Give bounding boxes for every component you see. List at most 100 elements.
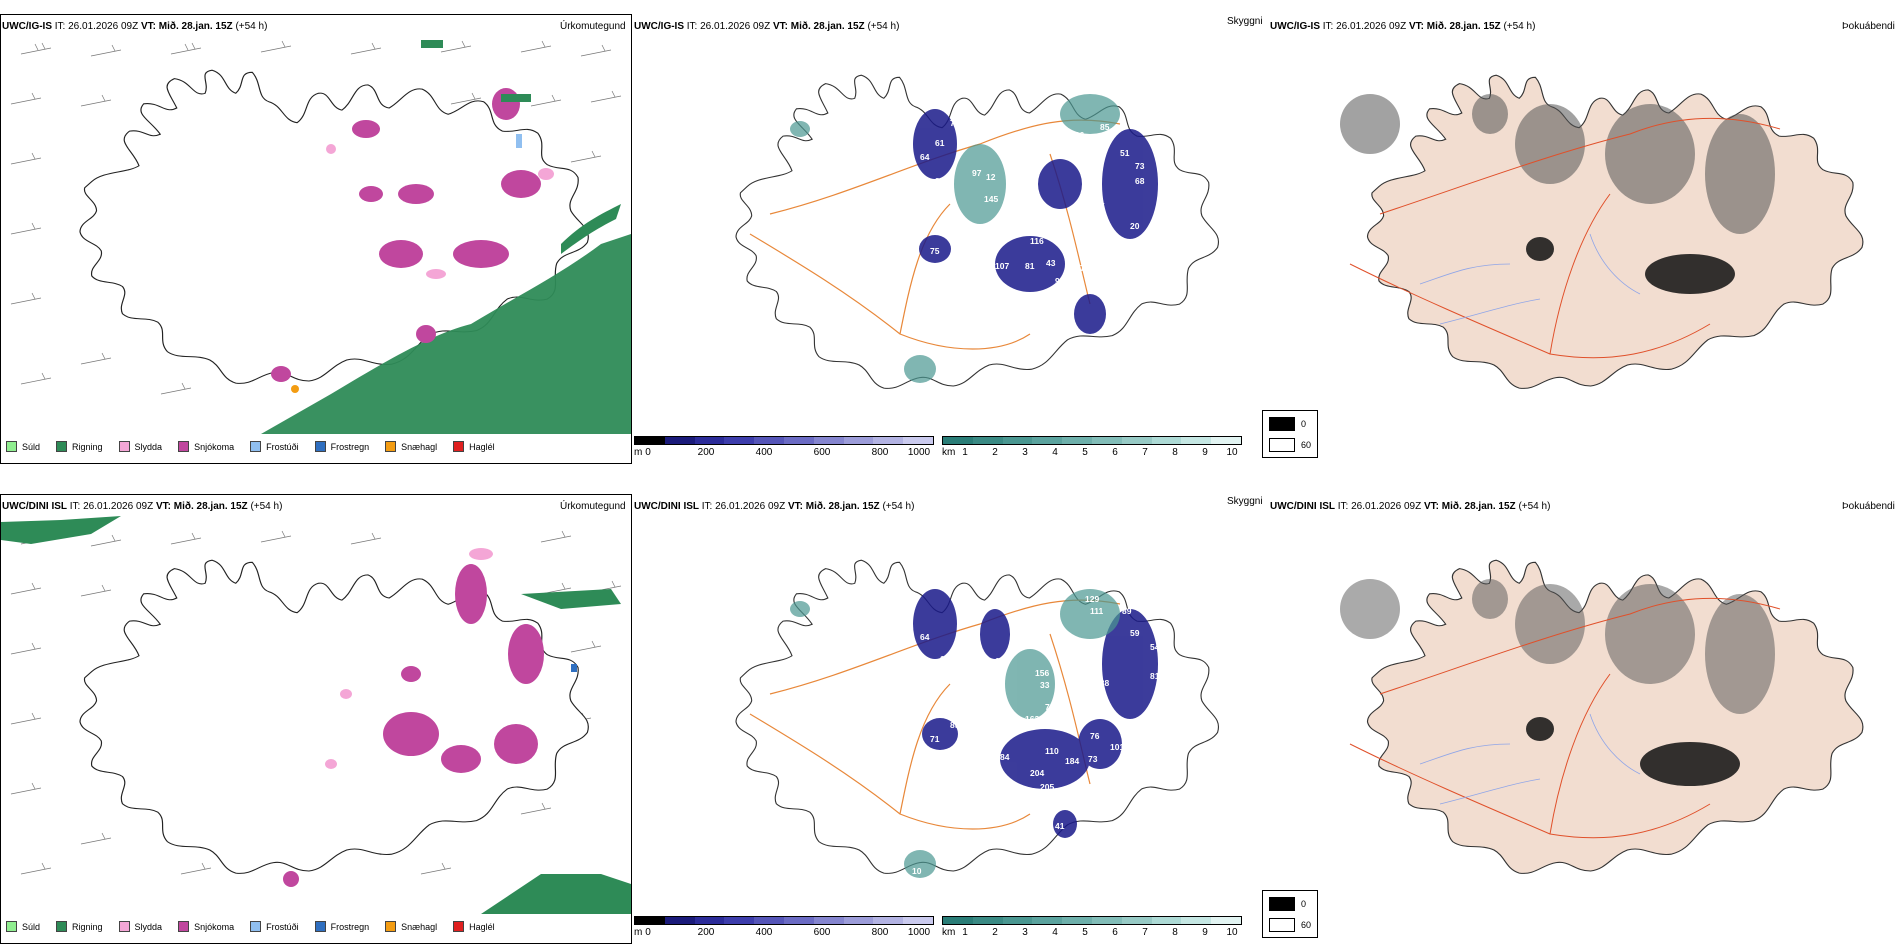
- vis-value: 185: [1075, 146, 1089, 156]
- fog-indicator-areas: [1340, 94, 1775, 234]
- lead-time: (+54 h): [250, 501, 283, 512]
- fog-swatch-dense: [1269, 417, 1295, 431]
- vis-value: 10: [912, 866, 922, 876]
- vis-value: 94: [1055, 276, 1065, 286]
- precip-legend-2: Súld Rigning Slydda Snjókoma Frostúði Fr…: [6, 921, 511, 932]
- vis-value: 156: [1035, 668, 1049, 678]
- scale-tick: 2: [992, 447, 998, 458]
- scale-tick: 8: [1172, 447, 1178, 458]
- scale-tick: 4: [1052, 927, 1058, 938]
- snow-areas: [283, 564, 544, 887]
- scale-tick: 600: [813, 927, 831, 938]
- vt-value: Mið. 28.jan. 15Z: [1426, 21, 1501, 32]
- fog-legend-label: 60: [1301, 440, 1312, 450]
- panel-header-fog-2: UWC/DINI ISL IT: 26.01.2026 09Z VT: Mið.…: [1270, 501, 1550, 512]
- fog-swatch-dense: [1269, 897, 1295, 911]
- scale-tick: 200: [697, 927, 715, 938]
- lead-time: (+54 h): [882, 501, 915, 512]
- legend-item: Haglél: [453, 921, 495, 932]
- legend-item: Súld: [6, 921, 40, 932]
- model-name: UWC/IG-IS: [2, 21, 52, 32]
- fog-legend-1: 0 60: [1262, 410, 1318, 458]
- scale-tick: 10: [1226, 927, 1238, 938]
- vis-value: 51: [1120, 148, 1130, 158]
- panel-header-vis-1: UWC/IG-IS IT: 26.01.2026 09Z VT: Mið. 28…: [634, 21, 899, 32]
- vis-value: 11: [915, 381, 924, 391]
- legend-item: Rigning: [56, 441, 103, 452]
- scale-tick: 7: [1142, 927, 1148, 938]
- vis-value: 68: [1135, 176, 1145, 186]
- freezing-rain: [571, 664, 577, 672]
- vis-value: 59: [1130, 628, 1140, 638]
- vis-value: 76: [1045, 702, 1055, 712]
- vis-value: 163: [1025, 714, 1039, 724]
- panel-header-precip-1: UWC/IG-IS IT: 26.01.2026 09Z VT: Mið. 28…: [2, 21, 267, 32]
- scale-tick: 3: [1022, 927, 1028, 938]
- precip-legend-1: Súld Rigning Slydda Snjókoma Frostúði Fr…: [6, 441, 511, 452]
- visibility-title: Skyggni: [1227, 496, 1263, 507]
- vis-value: 12: [986, 172, 996, 182]
- rain-area: [261, 234, 631, 434]
- legend-item: Slydda: [118, 441, 162, 452]
- vis-value: 67: [940, 654, 950, 664]
- legend-swatch: [250, 441, 262, 452]
- fog-map-2: [1340, 559, 1864, 874]
- lead-time: (+54 h): [235, 21, 268, 32]
- model-name: UWC/IG-IS: [1270, 21, 1320, 32]
- visibility-map-2: 64 67 82 62 44 706 71 85 102 84 110 204 …: [735, 559, 1220, 878]
- model-name: UWC/DINI ISL: [1270, 501, 1335, 512]
- scale-tick: 4: [1052, 447, 1058, 458]
- scale-tick: 8: [1172, 927, 1178, 938]
- vis-value: 64: [920, 632, 930, 642]
- vis-value: 51: [1095, 196, 1105, 206]
- vis-value: 20: [1130, 221, 1140, 231]
- precip-title: Úrkomutegund: [560, 21, 626, 32]
- vis-value: 43: [1046, 258, 1056, 268]
- vis-value: 145: [984, 194, 998, 204]
- vt-label: VT:: [772, 21, 788, 32]
- vis-value: 64: [920, 152, 930, 162]
- vis-value: 75: [930, 246, 940, 256]
- km-scale-bar: [942, 436, 1242, 445]
- legend-item: Snæhagl: [385, 441, 437, 452]
- fog-swatch-clear: [1269, 918, 1295, 932]
- legend-swatch: [56, 441, 68, 452]
- scale-tick: 400: [755, 447, 773, 458]
- vis-value: 184: [1065, 756, 1079, 766]
- scale-tick: 7: [1142, 447, 1148, 458]
- vt-label: VT:: [1408, 21, 1424, 32]
- vis-value: 89: [935, 176, 945, 186]
- rain-area-small: [561, 204, 621, 254]
- scale-tick: 1: [962, 447, 968, 458]
- scale-tick: 200: [697, 447, 715, 458]
- legend-item: Frostregn: [314, 921, 369, 932]
- scale-tick: 5: [1082, 927, 1088, 938]
- init-time: IT: 26.01.2026 09Z: [54, 21, 139, 32]
- scale-unit: km: [942, 927, 956, 938]
- roads: [749, 599, 1121, 830]
- rain-area-ne: [521, 589, 621, 609]
- vt-value: Mið. 28.jan. 15Z: [805, 501, 880, 512]
- vt-label: VT:: [1423, 501, 1439, 512]
- legend-swatch: [314, 921, 326, 932]
- legend-item: Frostregn: [314, 441, 369, 452]
- height-scale-bar: [634, 916, 934, 925]
- legend-swatch: [385, 441, 397, 452]
- vis-value: 74: [1045, 296, 1055, 306]
- vis-value: 61: [935, 138, 945, 148]
- scale-unit: m: [634, 447, 643, 458]
- vis-value: 85: [950, 720, 960, 730]
- scale-tick: 10: [1226, 447, 1238, 458]
- visibility-map-1: 64 61 75 89 97 12 145 75 116 107 81 43 9…: [735, 74, 1220, 391]
- scale-tick: 2: [992, 927, 998, 938]
- legend-item: Frostúði: [250, 921, 299, 932]
- legend-item: Slydda: [118, 921, 162, 932]
- model-name: UWC/DINI ISL: [2, 501, 67, 512]
- scale-tick: 1: [962, 927, 968, 938]
- vt-label: VT:: [140, 21, 156, 32]
- legend-swatch: [56, 921, 68, 932]
- roads: [1349, 117, 1781, 359]
- vis-value: 44: [995, 674, 1005, 684]
- legend-item: Snæhagl: [385, 921, 437, 932]
- legend-item: Rigning: [56, 921, 103, 932]
